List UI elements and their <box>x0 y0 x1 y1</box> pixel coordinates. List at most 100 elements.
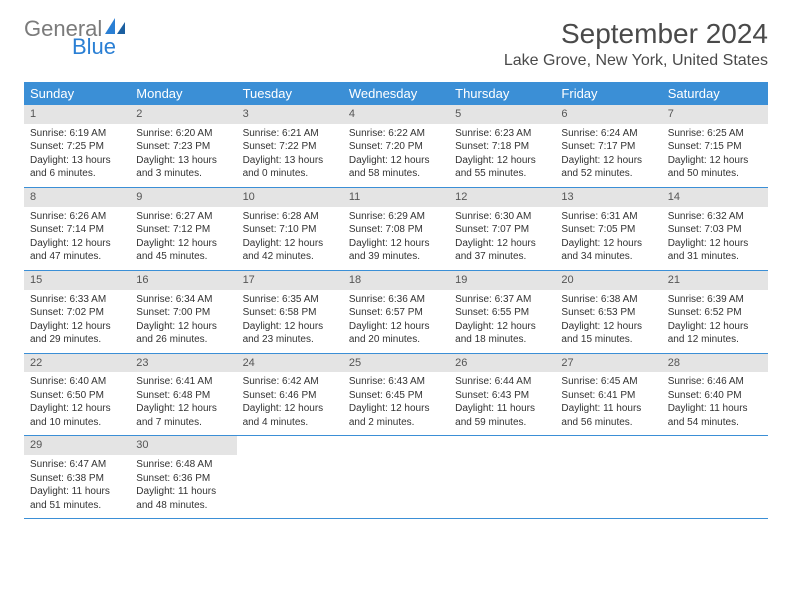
sunrise-text: Sunrise: 6:39 AM <box>668 293 762 307</box>
sunrise-text: Sunrise: 6:36 AM <box>349 293 443 307</box>
sunset-text: Sunset: 6:48 PM <box>136 389 230 403</box>
day-content: Sunrise: 6:43 AMSunset: 6:45 PMDaylight:… <box>343 372 449 435</box>
day-cell: 2Sunrise: 6:20 AMSunset: 7:23 PMDaylight… <box>130 105 236 187</box>
day-number: 23 <box>130 354 236 373</box>
day-number: 6 <box>555 105 661 124</box>
day-headers-row: SundayMondayTuesdayWednesdayThursdayFrid… <box>24 82 768 105</box>
header: General Blue September 2024 Lake Grove, … <box>24 18 768 70</box>
sunset-text: Sunset: 7:20 PM <box>349 140 443 154</box>
day-cell: 17Sunrise: 6:35 AMSunset: 6:58 PMDayligh… <box>237 271 343 353</box>
sunrise-text: Sunrise: 6:46 AM <box>668 375 762 389</box>
day-content: Sunrise: 6:47 AMSunset: 6:38 PMDaylight:… <box>24 455 130 518</box>
sunset-text: Sunset: 7:10 PM <box>243 223 337 237</box>
logo-text-blue: Blue <box>72 36 127 58</box>
day-number: 4 <box>343 105 449 124</box>
day-content: Sunrise: 6:25 AMSunset: 7:15 PMDaylight:… <box>662 124 768 187</box>
day-number: 14 <box>662 188 768 207</box>
day-cell: 29Sunrise: 6:47 AMSunset: 6:38 PMDayligh… <box>24 436 130 518</box>
daylight-text: Daylight: 12 hours and 7 minutes. <box>136 402 230 429</box>
day-header-wednesday: Wednesday <box>343 82 449 105</box>
sunrise-text: Sunrise: 6:38 AM <box>561 293 655 307</box>
logo: General Blue <box>24 18 127 58</box>
day-cell: 10Sunrise: 6:28 AMSunset: 7:10 PMDayligh… <box>237 188 343 270</box>
daylight-text: Daylight: 12 hours and 29 minutes. <box>30 320 124 347</box>
sunset-text: Sunset: 7:03 PM <box>668 223 762 237</box>
daylight-text: Daylight: 11 hours and 56 minutes. <box>561 402 655 429</box>
sunset-text: Sunset: 7:22 PM <box>243 140 337 154</box>
day-number: 26 <box>449 354 555 373</box>
sunrise-text: Sunrise: 6:30 AM <box>455 210 549 224</box>
sunrise-text: Sunrise: 6:40 AM <box>30 375 124 389</box>
day-header-friday: Friday <box>555 82 661 105</box>
sunset-text: Sunset: 7:12 PM <box>136 223 230 237</box>
day-number: 15 <box>24 271 130 290</box>
sunrise-text: Sunrise: 6:21 AM <box>243 127 337 141</box>
day-content: Sunrise: 6:22 AMSunset: 7:20 PMDaylight:… <box>343 124 449 187</box>
sunrise-text: Sunrise: 6:33 AM <box>30 293 124 307</box>
day-number: 21 <box>662 271 768 290</box>
day-number: 20 <box>555 271 661 290</box>
day-cell: 30Sunrise: 6:48 AMSunset: 6:36 PMDayligh… <box>130 436 236 518</box>
day-number: 16 <box>130 271 236 290</box>
daylight-text: Daylight: 12 hours and 45 minutes. <box>136 237 230 264</box>
sunset-text: Sunset: 6:43 PM <box>455 389 549 403</box>
daylight-text: Daylight: 13 hours and 3 minutes. <box>136 154 230 181</box>
daylight-text: Daylight: 12 hours and 47 minutes. <box>30 237 124 264</box>
sunset-text: Sunset: 7:05 PM <box>561 223 655 237</box>
day-cell: 25Sunrise: 6:43 AMSunset: 6:45 PMDayligh… <box>343 354 449 436</box>
day-content: Sunrise: 6:34 AMSunset: 7:00 PMDaylight:… <box>130 290 236 353</box>
sunrise-text: Sunrise: 6:48 AM <box>136 458 230 472</box>
day-number: 12 <box>449 188 555 207</box>
day-cell: 24Sunrise: 6:42 AMSunset: 6:46 PMDayligh… <box>237 354 343 436</box>
sunset-text: Sunset: 6:53 PM <box>561 306 655 320</box>
day-cell: 7Sunrise: 6:25 AMSunset: 7:15 PMDaylight… <box>662 105 768 187</box>
day-number: 1 <box>24 105 130 124</box>
day-cell: 13Sunrise: 6:31 AMSunset: 7:05 PMDayligh… <box>555 188 661 270</box>
sunrise-text: Sunrise: 6:34 AM <box>136 293 230 307</box>
sunset-text: Sunset: 6:45 PM <box>349 389 443 403</box>
day-number: 5 <box>449 105 555 124</box>
title-block: September 2024 Lake Grove, New York, Uni… <box>504 18 768 70</box>
sunrise-text: Sunrise: 6:31 AM <box>561 210 655 224</box>
sunrise-text: Sunrise: 6:19 AM <box>30 127 124 141</box>
day-content: Sunrise: 6:44 AMSunset: 6:43 PMDaylight:… <box>449 372 555 435</box>
day-cell: 5Sunrise: 6:23 AMSunset: 7:18 PMDaylight… <box>449 105 555 187</box>
day-content: Sunrise: 6:46 AMSunset: 6:40 PMDaylight:… <box>662 372 768 435</box>
daylight-text: Daylight: 13 hours and 0 minutes. <box>243 154 337 181</box>
sunset-text: Sunset: 6:36 PM <box>136 472 230 486</box>
sunrise-text: Sunrise: 6:32 AM <box>668 210 762 224</box>
day-cell: 22Sunrise: 6:40 AMSunset: 6:50 PMDayligh… <box>24 354 130 436</box>
sunrise-text: Sunrise: 6:23 AM <box>455 127 549 141</box>
day-number: 10 <box>237 188 343 207</box>
day-number: 30 <box>130 436 236 455</box>
day-cell: 21Sunrise: 6:39 AMSunset: 6:52 PMDayligh… <box>662 271 768 353</box>
day-header-tuesday: Tuesday <box>237 82 343 105</box>
sunrise-text: Sunrise: 6:43 AM <box>349 375 443 389</box>
day-cell: 26Sunrise: 6:44 AMSunset: 6:43 PMDayligh… <box>449 354 555 436</box>
sunrise-text: Sunrise: 6:45 AM <box>561 375 655 389</box>
day-cell: 20Sunrise: 6:38 AMSunset: 6:53 PMDayligh… <box>555 271 661 353</box>
sunset-text: Sunset: 7:02 PM <box>30 306 124 320</box>
daylight-text: Daylight: 12 hours and 2 minutes. <box>349 402 443 429</box>
day-content: Sunrise: 6:32 AMSunset: 7:03 PMDaylight:… <box>662 207 768 270</box>
day-number: 29 <box>24 436 130 455</box>
sunset-text: Sunset: 6:38 PM <box>30 472 124 486</box>
day-content: Sunrise: 6:45 AMSunset: 6:41 PMDaylight:… <box>555 372 661 435</box>
sunset-text: Sunset: 6:52 PM <box>668 306 762 320</box>
sunset-text: Sunset: 7:25 PM <box>30 140 124 154</box>
sunset-text: Sunset: 7:14 PM <box>30 223 124 237</box>
day-content: Sunrise: 6:19 AMSunset: 7:25 PMDaylight:… <box>24 124 130 187</box>
daylight-text: Daylight: 12 hours and 31 minutes. <box>668 237 762 264</box>
sunset-text: Sunset: 6:40 PM <box>668 389 762 403</box>
location-text: Lake Grove, New York, United States <box>504 52 768 70</box>
day-content: Sunrise: 6:40 AMSunset: 6:50 PMDaylight:… <box>24 372 130 435</box>
day-number: 8 <box>24 188 130 207</box>
sunrise-text: Sunrise: 6:27 AM <box>136 210 230 224</box>
day-content: Sunrise: 6:23 AMSunset: 7:18 PMDaylight:… <box>449 124 555 187</box>
daylight-text: Daylight: 12 hours and 10 minutes. <box>30 402 124 429</box>
daylight-text: Daylight: 12 hours and 39 minutes. <box>349 237 443 264</box>
daylight-text: Daylight: 12 hours and 4 minutes. <box>243 402 337 429</box>
daylight-text: Daylight: 12 hours and 55 minutes. <box>455 154 549 181</box>
day-cell: 9Sunrise: 6:27 AMSunset: 7:12 PMDaylight… <box>130 188 236 270</box>
sunset-text: Sunset: 6:55 PM <box>455 306 549 320</box>
